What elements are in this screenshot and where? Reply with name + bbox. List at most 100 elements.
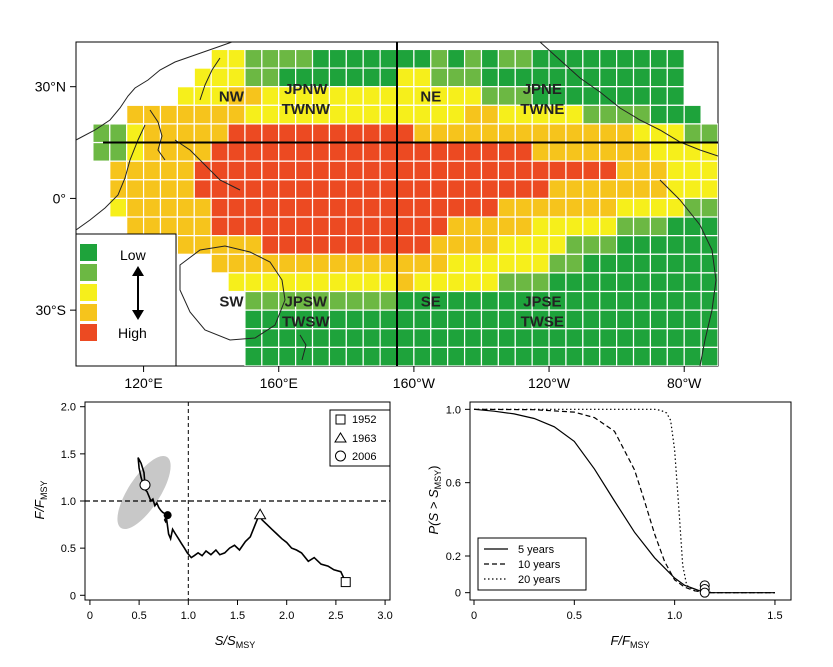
map-cell xyxy=(109,141,128,162)
map-cell xyxy=(480,141,499,162)
map-cell xyxy=(244,48,263,69)
map-cell xyxy=(531,253,550,274)
phase-x-tick-label: 2.0 xyxy=(279,610,294,622)
map-cell xyxy=(463,197,483,218)
map-cell xyxy=(159,197,178,218)
map-cell xyxy=(345,253,364,274)
map-cell xyxy=(599,309,618,330)
map-cell xyxy=(379,216,398,237)
marker-1963-triangle xyxy=(253,508,267,520)
map-cell xyxy=(227,235,246,255)
map-cell xyxy=(396,328,415,348)
map-cell xyxy=(379,328,398,348)
map-cell xyxy=(480,272,499,293)
map-cell xyxy=(447,290,466,311)
map-legend-swatches xyxy=(80,244,97,341)
map-cell xyxy=(345,328,364,348)
map-cell xyxy=(463,179,483,200)
map-cell xyxy=(413,235,432,255)
map-cell xyxy=(261,48,280,69)
map-cell xyxy=(582,160,601,181)
map-cell xyxy=(599,141,618,162)
map-cell xyxy=(649,328,668,348)
phase-x-tick-label: 1.0 xyxy=(181,610,196,622)
map-cell xyxy=(362,235,381,255)
map-cell xyxy=(649,290,668,311)
legend-swatch xyxy=(80,324,97,341)
map-cell xyxy=(447,253,466,274)
map-cell xyxy=(497,309,516,330)
map-cell xyxy=(362,67,381,88)
map-cell xyxy=(227,160,246,181)
map-cell xyxy=(565,346,584,366)
map-cell xyxy=(413,197,432,218)
map-cell xyxy=(514,141,533,162)
map-cell xyxy=(463,86,483,106)
legend-10-years: 10 years xyxy=(518,559,561,571)
map-cell xyxy=(328,86,347,106)
map-cell xyxy=(480,160,499,181)
map-cell xyxy=(413,346,432,366)
map-cell xyxy=(430,328,449,348)
map-cell xyxy=(379,309,398,330)
map-cell xyxy=(193,141,212,162)
region-label: JPSW TWSW xyxy=(282,293,330,330)
map-cell xyxy=(463,235,483,255)
map-cell xyxy=(463,309,483,330)
region-label: JPNE TWNE xyxy=(520,81,564,118)
map-x-tick-label: 120°E xyxy=(124,375,162,391)
map-cell xyxy=(261,67,280,88)
map-cell xyxy=(430,160,449,181)
legend-square-icon xyxy=(335,414,346,425)
map-cell xyxy=(210,67,229,88)
map-cell xyxy=(548,328,567,348)
map-cell xyxy=(244,123,263,144)
map-cell xyxy=(159,216,178,237)
map-cell xyxy=(632,328,652,348)
map-cell xyxy=(193,160,212,181)
map-cell xyxy=(616,197,635,218)
map-cell xyxy=(278,272,297,293)
map-cell xyxy=(582,48,601,69)
map-cell xyxy=(244,309,263,330)
map-cell xyxy=(632,309,652,330)
region-label-line: TWNW xyxy=(282,101,331,118)
map-cell xyxy=(447,197,466,218)
map-cell xyxy=(599,197,618,218)
map-cell xyxy=(463,67,483,88)
map-cell xyxy=(447,216,466,237)
map-cell xyxy=(582,235,601,255)
map-cell xyxy=(616,160,635,181)
map-cell xyxy=(193,104,212,125)
map-cell xyxy=(480,67,499,88)
map-cell xyxy=(531,141,550,162)
map-cell xyxy=(497,328,516,348)
map-cell xyxy=(126,179,145,200)
map-cell xyxy=(362,86,381,106)
map-cells xyxy=(92,48,718,366)
map-cell xyxy=(599,86,618,106)
map-cell xyxy=(362,309,381,330)
region-label: NW xyxy=(219,89,245,106)
probability-y-tick-label: 0.6 xyxy=(446,478,461,490)
map-cell xyxy=(227,67,246,88)
map-cell xyxy=(616,272,635,293)
map-cell xyxy=(463,272,483,293)
map-cell xyxy=(649,346,668,366)
map-cell xyxy=(666,309,685,330)
map-cell xyxy=(632,67,652,88)
map-cell xyxy=(295,141,314,162)
map-cell xyxy=(616,216,635,237)
map-cell xyxy=(210,197,229,218)
phase-x-axis-label: S/SMSY xyxy=(215,633,255,650)
map-cell xyxy=(649,235,668,255)
map-cell xyxy=(261,86,280,106)
map-cell xyxy=(565,253,584,274)
map-cell xyxy=(278,253,297,274)
map-cell xyxy=(514,197,533,218)
map-cell xyxy=(379,104,398,125)
map-cell xyxy=(514,235,533,255)
map-cell xyxy=(328,235,347,255)
map-cell xyxy=(599,104,618,125)
map-cell xyxy=(632,235,652,255)
